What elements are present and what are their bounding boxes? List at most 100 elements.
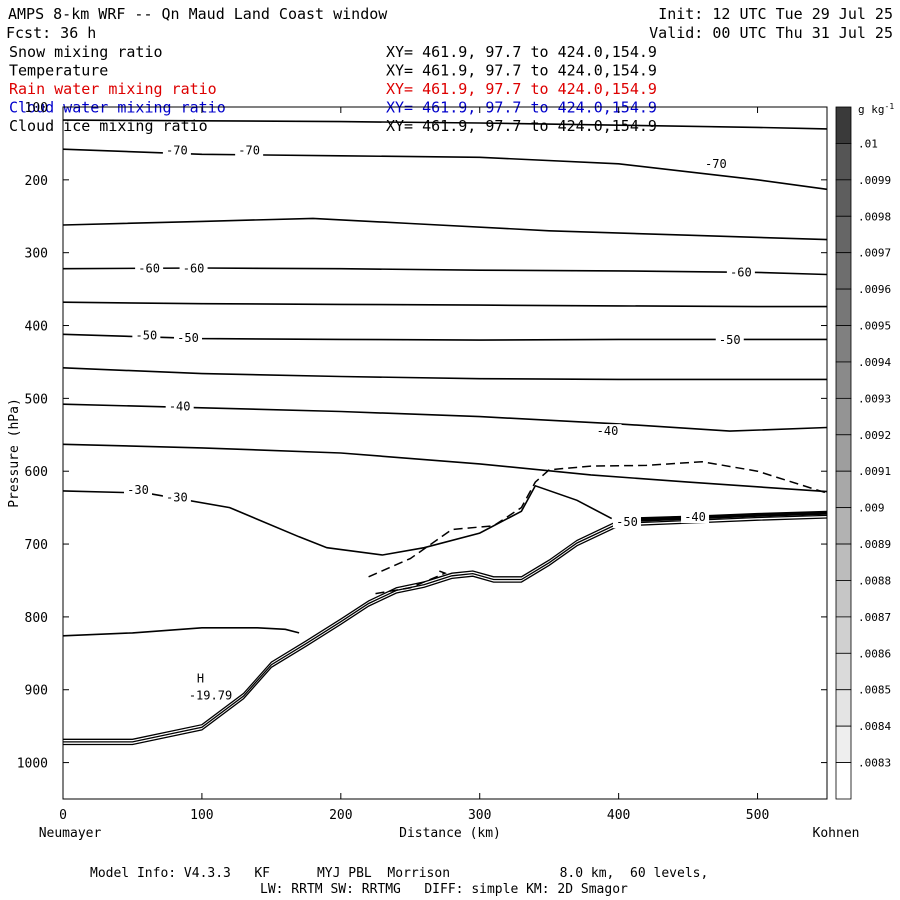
temperature-contour [62, 301, 827, 308]
colorbar-level-label: .0094 [858, 356, 891, 369]
colorbar-level-label: .0084 [858, 720, 891, 733]
colorbar-level-label: .0083 [858, 757, 891, 770]
temperature-contour [62, 148, 828, 191]
colorbar-swatch [835, 689, 852, 727]
y-tick-label: 100 [25, 101, 48, 116]
contour-label-bg [701, 156, 730, 170]
y-tick-label: 800 [25, 611, 48, 626]
colorbar: .01 .0099 .0098 .0097 .0096 .0095 .0094 .0093 .0… [835, 106, 891, 800]
temperature-contour [62, 403, 828, 432]
contour-label: -40 [169, 399, 191, 413]
field-xy-range: XY= 461.9, 97.7 to 424.0,154.9 [386, 43, 657, 61]
colorbar-unit: g kg-1 [858, 102, 894, 116]
contour-label: -50 [177, 331, 199, 345]
contour-label-bg [135, 261, 164, 275]
colorbar-swatch [835, 470, 852, 509]
colorbar-level-label: .0092 [858, 429, 891, 442]
colorbar-swatch [835, 397, 852, 436]
colorbar-level-label: .0096 [858, 283, 891, 296]
colorbar-swatch [835, 580, 852, 618]
x-tick-label: 300 [468, 808, 491, 823]
temperature-contour [62, 119, 828, 130]
plot-title: AMPS 8-km WRF -- Qn Maud Land Coast wind… [8, 5, 388, 23]
contour-label: -60 [730, 265, 752, 279]
colorbar-level-label: .0093 [858, 392, 891, 405]
contour-label: -40 [597, 424, 619, 438]
colorbar-swatch [835, 143, 852, 181]
y-tick-label: 200 [25, 174, 48, 189]
field-xy-range: XY= 461.9, 97.7 to 424.0,154.9 [386, 62, 657, 80]
field-name: Snow mixing ratio [9, 43, 163, 61]
high-marker: H [197, 671, 204, 685]
terrain-contour [63, 517, 828, 746]
contour-label: -30 [166, 490, 188, 504]
colorbar-swatch [835, 507, 852, 545]
contour-label-bg [681, 510, 710, 524]
y-tick-label: 1000 [17, 757, 48, 772]
colorbar-level-label: .01 [858, 137, 878, 150]
model-info-line2: LW: RRTM SW: RRTMG DIFF: simple KM: 2D S… [260, 882, 628, 897]
x-tick-label: 500 [746, 808, 769, 823]
field-name: Temperature [9, 62, 108, 80]
contour-label-bg [165, 399, 194, 413]
y-tick-label: 400 [25, 320, 48, 335]
temperature-contour [62, 443, 828, 493]
contour-label-bg [235, 143, 264, 157]
contour-label-bg [179, 261, 208, 275]
terrain-contour [63, 512, 828, 740]
plot-frame [62, 106, 828, 800]
colorbar-swatch [835, 361, 852, 399]
colorbar-level-label: .0089 [858, 538, 891, 551]
y-axis-label: Pressure (hPa) [7, 398, 22, 508]
temperature-contour [62, 627, 300, 637]
contour-label-bg [612, 515, 641, 529]
contour-label: -60 [183, 262, 205, 276]
init-time: Init: 12 UTC Tue 29 Jul 25 [658, 5, 893, 23]
colorbar-level-label: .0086 [858, 647, 891, 660]
field-name: Rain water mixing ratio [9, 80, 217, 98]
colorbar-level-label: .0088 [858, 574, 891, 587]
x-tick-label: 400 [607, 808, 630, 823]
colorbar-swatch [835, 106, 852, 144]
model-info-line1: Model Info: V4.3.3 KF MYJ PBL Morrison 8… [90, 866, 708, 881]
colorbar-level-label: .009 [858, 502, 885, 515]
x-tick-label: 0 [59, 808, 67, 823]
temperature-contour [62, 484, 613, 556]
colorbar-swatch [835, 325, 852, 363]
contour-label-bg [174, 330, 203, 344]
field-xy-range: XY= 461.9, 97.7 to 424.0,154.9 [386, 117, 657, 135]
contour-label-bg [162, 143, 191, 157]
surface-line [618, 510, 828, 523]
forecast-hour: Fcst: 36 h [6, 24, 96, 42]
contour-label-bg [132, 328, 161, 342]
temperature-contour [62, 217, 828, 241]
contour-lines [62, 119, 828, 746]
colorbar-level-label: .0085 [858, 684, 891, 697]
colorbar-swatch [835, 179, 852, 217]
high-value: -19.79 [189, 688, 232, 702]
contour-label: -50 [719, 333, 741, 347]
x-axis-label: Distance (km) [399, 826, 501, 841]
y-tick-label: 700 [25, 538, 48, 553]
temperature-contour [62, 267, 828, 276]
axis-ticks: 100 200 300 400 500 600 700 800 900 1000 0 100 200 30… [17, 101, 827, 823]
contour-label-bg [124, 483, 153, 497]
colorbar-level-label: .0087 [858, 611, 891, 624]
contour-label-bg [715, 333, 744, 347]
contour-label: -60 [138, 262, 160, 276]
contour-label-bg [593, 424, 622, 438]
x-tick-label: 100 [190, 808, 213, 823]
left-endpoint-label: Neumayer [39, 826, 102, 841]
contour-label: -30 [127, 483, 149, 497]
colorbar-level-label: .0095 [858, 320, 891, 333]
colorbar-swatch [835, 288, 852, 326]
colorbar-swatch [835, 252, 852, 290]
colorbar-swatch [835, 725, 852, 763]
dashed-mixing-ratio-contour [375, 568, 448, 595]
colorbar-level-label: .0097 [858, 247, 891, 260]
colorbar-level-label: .0098 [858, 210, 891, 223]
colorbar-swatch [835, 543, 852, 581]
y-tick-label: 600 [25, 465, 48, 480]
colorbar-swatch [835, 652, 852, 691]
right-endpoint-label: Kohnen [813, 826, 860, 841]
